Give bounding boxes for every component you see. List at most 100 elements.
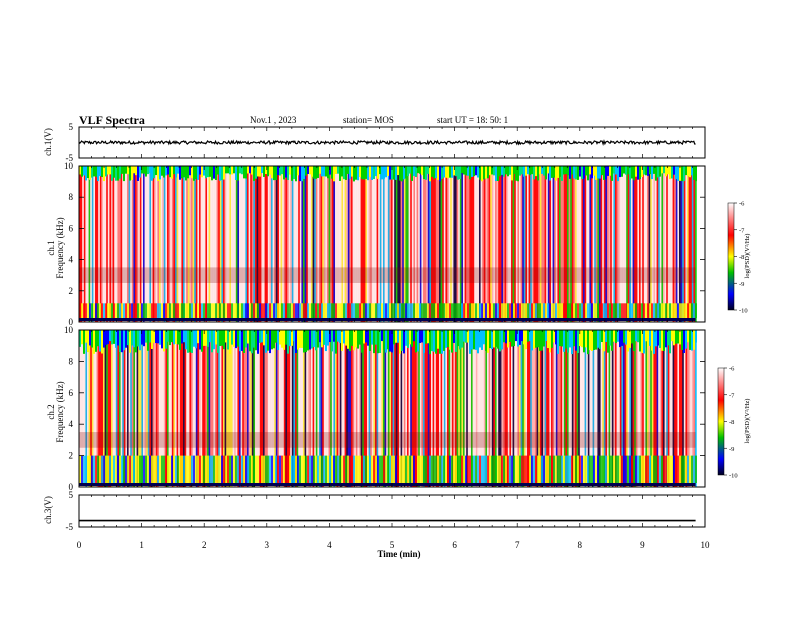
ch1-spectrogram-top-band-cell xyxy=(269,166,271,175)
ch2-spectrogram-top-band-cell xyxy=(163,330,165,352)
ch2-spectrogram-top-band-cell xyxy=(97,330,99,347)
ch2-spectrogram-stripe xyxy=(615,330,617,487)
ch2-spectrogram-low-band-cell xyxy=(327,455,329,483)
ch1-spectrogram-low-band-cell xyxy=(599,303,601,318)
ch1-spectrogram-top-band-cell xyxy=(675,166,677,180)
ch2-spectrogram-low-band-cell xyxy=(455,455,457,483)
ch2-spectrogram-low-band-cell xyxy=(639,455,641,483)
ch1-spectrogram-stripe xyxy=(130,166,132,322)
ch2-spectrogram-top-band-cell xyxy=(355,330,357,348)
ch2-spectrogram-top-band-cell xyxy=(557,330,559,354)
ch1-spectrogram-stripe xyxy=(403,166,406,322)
ch1-spectrogram-stripe xyxy=(235,166,238,322)
ch2-spectrogram-stripe xyxy=(667,330,670,487)
ch1-spectrogram-stripe xyxy=(291,166,294,322)
ch2-spectrogram-stripe xyxy=(536,330,539,487)
ch2-spectrogram-low-band-cell xyxy=(571,455,573,483)
ch1-spectrogram-low-band-cell xyxy=(561,303,563,318)
ch1-spectrogram-top-band-cell xyxy=(503,166,505,177)
ch1-spectrogram-top-band-cell xyxy=(113,166,115,178)
ch2-colorbar-label: log(PSD)(V²/Hz) xyxy=(744,399,751,444)
ch1-spectrogram-low-band-cell xyxy=(637,303,639,318)
ch2-spectrogram-low-band-cell xyxy=(157,455,159,483)
ch1-spectrogram-low-band-cell xyxy=(667,303,669,318)
ch2-spectrogram-low-band-cell xyxy=(357,455,359,483)
ch1-spectrogram-stripe xyxy=(243,166,246,322)
ch2-spectrogram-top-band-cell xyxy=(213,330,215,350)
ch1-spectrogram-top-band-cell xyxy=(257,166,259,177)
ch1-spectrogram-stripe xyxy=(200,166,203,322)
ch2-spectrogram-stripe xyxy=(555,330,558,487)
ch2-spectrogram-stripe xyxy=(200,330,203,487)
ch1-spectrogram-top-band-cell xyxy=(371,166,373,180)
ch1-spectrogram-stripe xyxy=(551,166,553,322)
ch2-spectrogram-stripe xyxy=(576,330,579,487)
ch2-spectrogram-top-band-cell xyxy=(113,330,115,344)
ch2-spectrogram-top-band-cell xyxy=(689,330,691,350)
ch2-spectrogram-low-band-cell xyxy=(593,455,595,483)
ch1-spectrogram-low-band-cell xyxy=(157,303,159,318)
ch2-spectrogram-stripe xyxy=(503,330,505,487)
ch1-spectrogram-low-band-cell xyxy=(489,303,491,318)
ch1-spectrogram-stripe xyxy=(591,166,593,322)
ch2-spectrogram-stripe xyxy=(439,330,441,487)
ch2-spectrogram-stripe xyxy=(376,330,379,487)
ch1-spectrogram-top-band-cell xyxy=(209,166,211,177)
ch1-spectrogram-top-band-cell xyxy=(531,166,533,175)
ch1-spectrogram-stripe xyxy=(351,166,353,322)
ch1-spectrogram-stripe xyxy=(307,166,310,322)
ch1-spectrogram-stripe xyxy=(461,166,464,322)
ch1-spectrogram-low-band-cell xyxy=(469,303,471,318)
ch2-spectrogram-top-band-cell xyxy=(497,330,499,349)
ch1-spectrogram-stripe xyxy=(477,166,480,322)
ch2-spectrogram-stripe xyxy=(215,330,217,487)
ch1-spectrogram-stripe xyxy=(163,166,166,322)
ch1-spectrogram-top-band-cell xyxy=(567,166,569,176)
ch1-spectrogram-low-band-cell xyxy=(477,303,479,318)
ch1-spectrogram-stripe xyxy=(682,166,684,322)
ch2-spectrogram-top-band-cell xyxy=(395,330,397,343)
ch2-spectrogram-top-band-cell xyxy=(157,330,159,344)
ch2-spectrogram-top-band-cell xyxy=(107,330,109,345)
ch2-spectrogram-stripe xyxy=(189,330,192,487)
ch2-spectrogram-stripe xyxy=(274,330,276,487)
ch1-spectrogram-stripe xyxy=(595,166,598,322)
ch1-spectrogram-stripe xyxy=(375,166,377,322)
ch2-spectrogram-stripe xyxy=(79,330,81,487)
ch2-spectrogram-top-band-cell xyxy=(315,330,317,351)
ch2-spectrogram-stripe xyxy=(423,330,425,487)
ch2-spectrogram-top-band-cell xyxy=(501,330,503,350)
ch2-spectrogram-stripe xyxy=(210,330,212,487)
ch1-spectrogram-stripe xyxy=(120,166,123,322)
ch2-spectrogram-low-band-cell xyxy=(203,455,205,483)
ch2-spectrogram-top-band-cell xyxy=(655,330,657,347)
ch2-spectrogram-top-band-cell xyxy=(317,330,319,348)
ch2-spectrogram-stripe xyxy=(167,330,169,487)
ch2-spectrogram-low-band-cell xyxy=(589,455,591,483)
ch2-spectrogram-low-band-cell xyxy=(689,455,691,483)
ch1-spectrogram-stripe xyxy=(586,166,588,322)
ch2-spectrogram-top-band-cell xyxy=(499,330,501,352)
ch2-spectrogram-stripe xyxy=(159,330,161,487)
ch2-spectrogram-stripe xyxy=(239,330,241,487)
ch1-spectrogram-top-band-cell xyxy=(199,166,201,175)
ch2-spectrogram-low-band-cell xyxy=(101,455,103,483)
ch2-spectrogram-top-band-cell xyxy=(549,330,551,353)
ch2-spectrogram-stripe xyxy=(496,330,499,487)
ch1-spectrogram-stripe xyxy=(535,166,537,322)
ch1-spectrogram-low-band-cell xyxy=(273,303,275,318)
ch1-spectrogram-stripe xyxy=(555,166,558,322)
ch1-spectrogram-low-band-cell xyxy=(649,303,651,318)
ch1-spectrogram-stripe xyxy=(143,166,145,322)
ch1-spectrogram-low-band-cell xyxy=(89,303,91,318)
ch2-spectrogram-top-band-cell xyxy=(567,330,569,353)
ch1-spectrogram-low-band-cell xyxy=(445,303,447,318)
ch2-spectrogram-low-band-cell xyxy=(561,455,563,483)
ch1-spectrogram-low-band-cell xyxy=(311,303,313,318)
ch1-spectrogram-top-band-cell xyxy=(289,166,291,175)
ch1-spectrogram-top-band-cell xyxy=(187,166,189,179)
ch1-spectrogram-stripe xyxy=(514,166,516,322)
ch2-spectrogram-stripe xyxy=(455,330,457,487)
ch2-spectrogram-top-band-cell xyxy=(329,330,331,343)
ch1-spectrogram-low-band-cell xyxy=(155,303,157,318)
